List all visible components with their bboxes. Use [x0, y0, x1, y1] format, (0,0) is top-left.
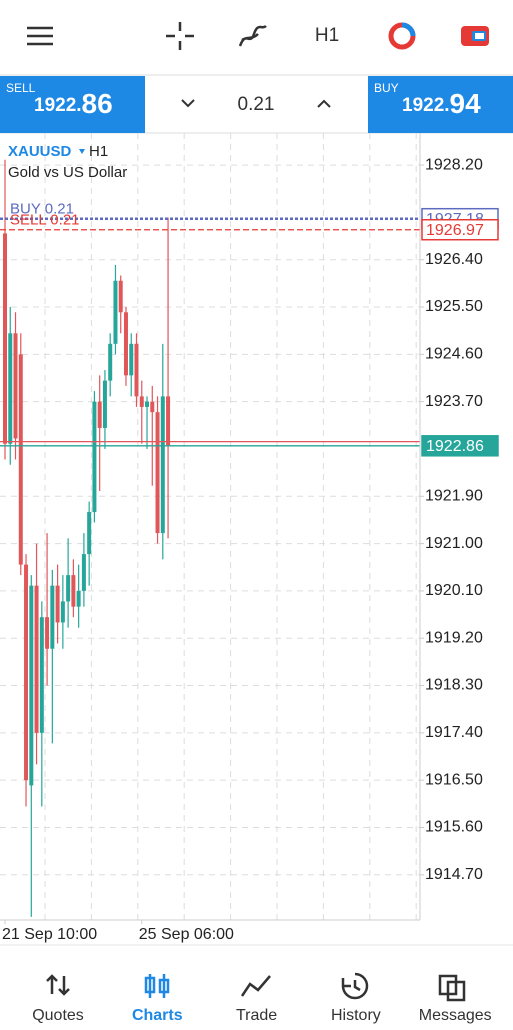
- y-tick-label: 1916.50: [425, 771, 483, 788]
- nav-icon[interactable]: [240, 975, 271, 997]
- candle-body: [123, 312, 128, 376]
- nav-label[interactable]: Messages: [419, 1007, 492, 1024]
- menu-button[interactable]: [27, 26, 53, 46]
- volume[interactable]: 0.21: [238, 94, 275, 115]
- price-tag: [421, 218, 499, 241]
- candle-body: [76, 590, 81, 607]
- candle-body: [34, 585, 39, 733]
- candle-body: [81, 554, 86, 591]
- y-tick-label: 1920.10: [425, 582, 483, 599]
- symbol[interactable]: XAUUSD: [8, 143, 72, 160]
- nav-icon[interactable]: [46, 974, 70, 996]
- candle-body: [39, 617, 44, 733]
- nav-label[interactable]: Quotes: [32, 1007, 84, 1024]
- candle-body: [145, 401, 150, 407]
- y-tick-label: 1914.70: [425, 866, 483, 883]
- nav-label[interactable]: History: [331, 1007, 381, 1024]
- y-tick-label: 1918.30: [425, 677, 483, 694]
- x-tick-label: 21 Sep 10:00: [2, 926, 97, 943]
- y-tick-label: 1925.50: [425, 298, 483, 315]
- candle-body: [102, 380, 107, 428]
- sell-button[interactable]: [0, 76, 145, 133]
- candle-body: [134, 343, 139, 397]
- candle-body: [8, 333, 13, 444]
- candle-body: [55, 585, 60, 623]
- candle-body: [92, 401, 97, 513]
- candle-body: [60, 601, 65, 623]
- x-tick-label: 25 Sep 06:00: [139, 926, 234, 943]
- candle-body: [45, 617, 50, 649]
- buy-button[interactable]: [368, 76, 513, 133]
- price-tag-label: 1926.97: [426, 222, 484, 239]
- candle-body: [160, 396, 165, 534]
- nav-icon[interactable]: [341, 972, 369, 1000]
- chart: 1928.20 1926.40 1925.50 1924.60 1923.70 1921.…: [0, 133, 499, 943]
- price-tag: [421, 435, 499, 457]
- y-tick-label: 1926.40: [425, 251, 483, 268]
- candle-body: [87, 512, 92, 555]
- candle-body: [108, 343, 113, 381]
- volume-up[interactable]: [317, 99, 331, 108]
- timeframe-button[interactable]: H1: [315, 25, 339, 46]
- buy-price: 1922.94: [402, 88, 481, 119]
- bottom-nav: Quotes Charts Trade History Messages: [32, 972, 492, 1024]
- candle-body: [71, 575, 76, 607]
- candle-body: [18, 354, 23, 565]
- candle-body: [118, 280, 123, 313]
- candle-body: [166, 396, 171, 446]
- candle-body: [129, 343, 134, 376]
- trade-button[interactable]: [461, 26, 489, 46]
- candle-body: [150, 401, 155, 413]
- symbol-timeframe: H1: [89, 143, 108, 160]
- nav-icon[interactable]: [144, 974, 170, 998]
- y-tick-label: 1921.90: [425, 487, 483, 504]
- nav-icon[interactable]: [438, 974, 466, 1002]
- toolbar: [27, 22, 267, 50]
- y-tick-label: 1915.60: [425, 819, 483, 836]
- sell-price: 1922.86: [34, 88, 113, 119]
- candle-body: [66, 575, 71, 602]
- crosshair-button[interactable]: [166, 22, 194, 50]
- symbol-dropdown[interactable]: [79, 149, 85, 154]
- chart-type-button[interactable]: [388, 22, 416, 50]
- y-tick-label: 1919.20: [425, 629, 483, 646]
- candle-body: [139, 396, 144, 407]
- y-tick-label: 1924.60: [425, 346, 483, 363]
- buy-label: BUY: [374, 81, 399, 95]
- y-tick-label: 1917.40: [425, 724, 483, 741]
- price-line-label: SELL 0.21: [10, 212, 80, 229]
- candle-body: [97, 401, 102, 428]
- y-tick-label: 1928.20: [425, 156, 483, 173]
- symbol-description: Gold vs US Dollar: [8, 164, 127, 181]
- nav-label[interactable]: Trade: [236, 1007, 277, 1024]
- candle-body: [50, 585, 55, 649]
- candle-body: [3, 233, 7, 444]
- candle-body: [113, 280, 118, 344]
- price-line-label: BUY 0.21: [10, 201, 74, 218]
- candle-body: [13, 333, 18, 439]
- candle-body: [155, 412, 160, 534]
- y-tick-label: 1923.70: [425, 393, 483, 410]
- candle-body: [24, 564, 29, 781]
- y-tick-label: 1921.00: [425, 535, 483, 552]
- indicators-button[interactable]: [238, 24, 267, 47]
- nav-label[interactable]: Charts: [132, 1007, 183, 1024]
- volume-down[interactable]: [181, 99, 195, 108]
- sell-label: SELL: [6, 81, 36, 95]
- price-tag-label: 1922.86: [426, 438, 484, 455]
- candle-body: [29, 585, 34, 786]
